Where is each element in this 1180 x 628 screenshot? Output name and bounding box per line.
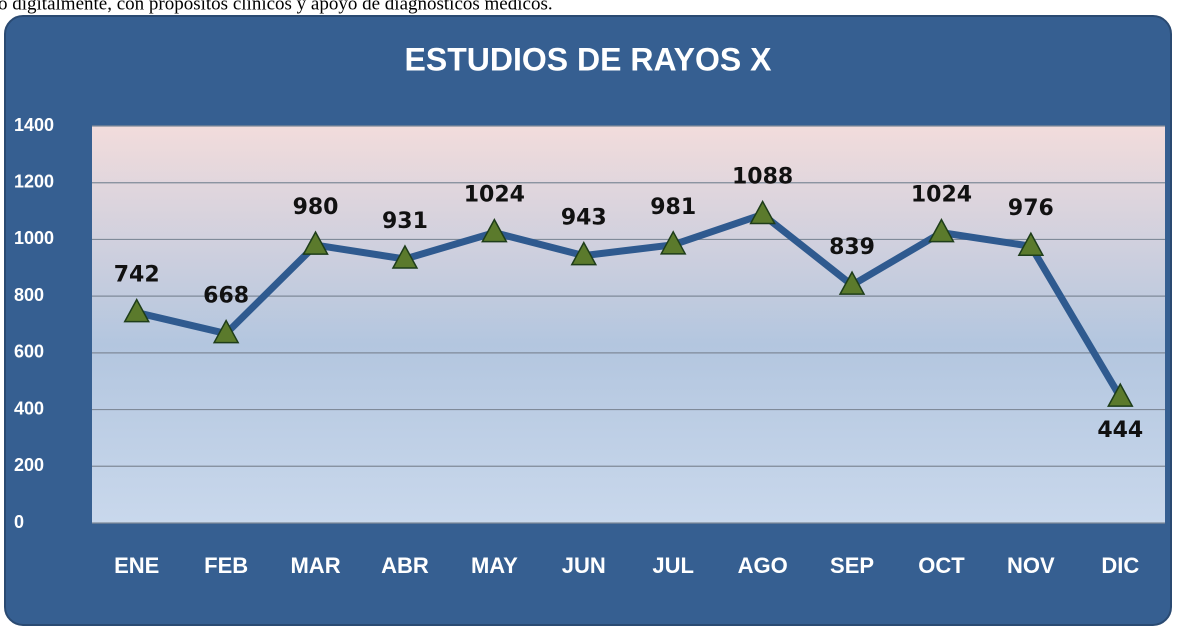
x-tick-label: OCT bbox=[918, 553, 965, 578]
plot-area bbox=[92, 126, 1165, 523]
data-label: 444 bbox=[1097, 418, 1143, 443]
x-tick-label: MAY bbox=[471, 553, 518, 578]
marker bbox=[302, 230, 329, 255]
marker bbox=[659, 230, 687, 255]
x-tick-label: FEB bbox=[204, 553, 248, 578]
data-label: 1024 bbox=[464, 183, 525, 208]
marker bbox=[570, 241, 598, 266]
y-tick-label: 800 bbox=[14, 285, 44, 305]
x-tick-label: SEP bbox=[830, 553, 874, 578]
y-tick-label: 1200 bbox=[14, 171, 54, 191]
data-label: 980 bbox=[293, 195, 339, 220]
line bbox=[135, 210, 1124, 399]
x-tick-label: MAR bbox=[290, 553, 340, 578]
data-label: 742 bbox=[114, 263, 160, 288]
marker bbox=[838, 270, 866, 295]
data-label: 1088 bbox=[732, 164, 793, 189]
data-label: 668 bbox=[203, 284, 249, 309]
x-tick-label: JUN bbox=[562, 553, 606, 578]
x-tick-label: AGO bbox=[738, 553, 788, 578]
y-tick-label: 0 bbox=[14, 512, 24, 532]
y-tick-label: 600 bbox=[14, 342, 44, 362]
data-label: 931 bbox=[382, 209, 428, 234]
marker bbox=[928, 218, 955, 243]
marker bbox=[481, 218, 508, 243]
y-tick-label: 400 bbox=[14, 398, 44, 418]
x-tick-label: ENE bbox=[114, 553, 159, 578]
data-label: 1024 bbox=[911, 183, 972, 208]
header-text: o digitalmente, con propósitos clínicos … bbox=[0, 0, 553, 14]
marker bbox=[212, 319, 240, 344]
data-label: 943 bbox=[561, 206, 607, 231]
x-tick-label: JUL bbox=[652, 553, 694, 578]
data-label: 981 bbox=[650, 195, 696, 220]
marker bbox=[1017, 231, 1045, 256]
x-tick-label: DIC bbox=[1101, 553, 1139, 578]
marker bbox=[749, 199, 776, 225]
data-label: 976 bbox=[1008, 196, 1054, 221]
marker bbox=[123, 298, 150, 323]
y-tick-label: 200 bbox=[14, 455, 44, 475]
y-tick-label: 1400 bbox=[14, 115, 54, 135]
data-label: 839 bbox=[829, 235, 875, 260]
y-tick-label: 1000 bbox=[14, 228, 54, 248]
x-tick-label: NOV bbox=[1007, 553, 1055, 578]
marker bbox=[1107, 382, 1134, 407]
marker bbox=[391, 244, 419, 269]
x-tick-label: ABR bbox=[381, 553, 429, 578]
chart-title: ESTUDIOS DE RAYOS X bbox=[405, 41, 773, 77]
